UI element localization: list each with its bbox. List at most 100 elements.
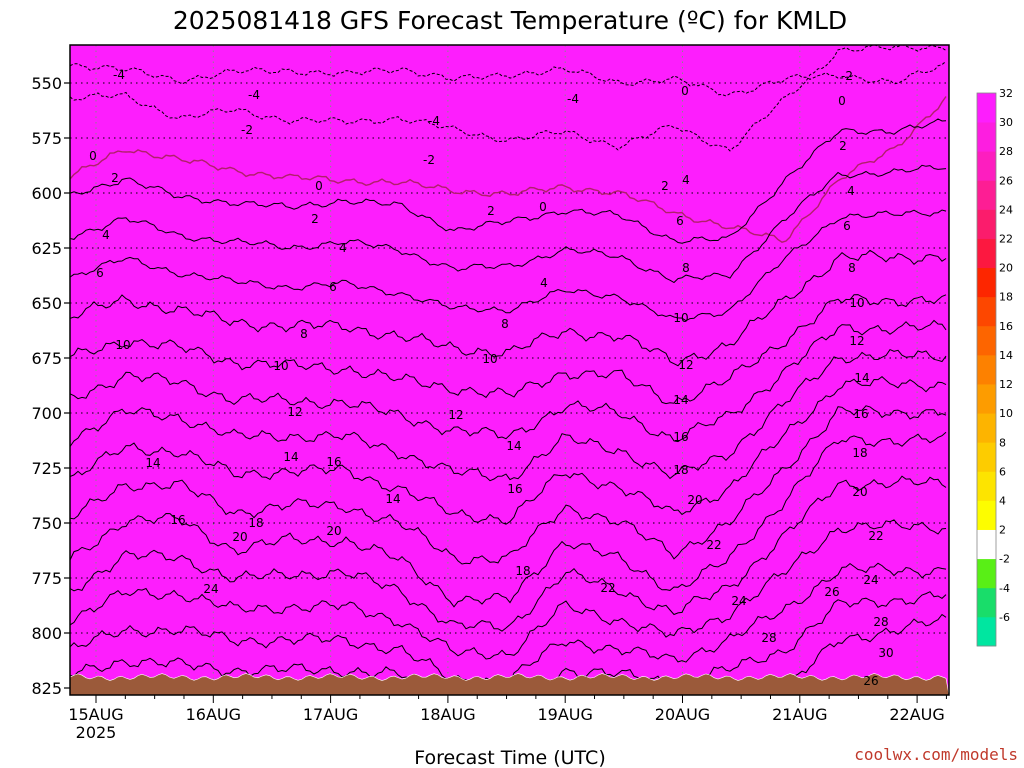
colorbar-swatch xyxy=(977,558,996,589)
x-tick-label: 21AUG xyxy=(772,705,827,724)
contour-label: 10 xyxy=(273,359,288,373)
contour-label: 22 xyxy=(600,581,615,595)
contour-6 xyxy=(70,209,947,322)
y-tick-label: 825 xyxy=(31,679,62,698)
contour-label: 16 xyxy=(673,430,688,444)
contour-label: 26 xyxy=(824,585,839,599)
y-tick-label: 575 xyxy=(31,129,62,148)
colorbar-label: 4 xyxy=(999,494,1006,507)
contour-label: 18 xyxy=(673,463,688,477)
y-tick-label: 650 xyxy=(31,294,62,313)
plot-frame xyxy=(69,44,950,696)
colorbar-label: 26 xyxy=(999,174,1013,187)
colorbar-swatch xyxy=(977,354,996,385)
grid xyxy=(70,45,949,695)
colorbar-frame xyxy=(976,92,997,647)
contour-label: 0 xyxy=(681,84,689,98)
contour-label: 8 xyxy=(501,317,509,331)
colorbar-label: 30 xyxy=(999,116,1013,129)
contour-label: 10 xyxy=(849,296,864,310)
colorbar-label: 16 xyxy=(999,320,1013,333)
contour-label: 18 xyxy=(248,516,263,530)
contour-label: 2 xyxy=(839,139,847,153)
contour-label: 8 xyxy=(848,261,856,275)
contour-label: 20 xyxy=(232,530,247,544)
colorbar-swatch xyxy=(977,296,996,327)
colorbar-label: 2 xyxy=(999,524,1006,537)
contour-label: 12 xyxy=(678,358,693,372)
contour-label: 8 xyxy=(682,261,690,275)
contour-label: 10 xyxy=(673,311,688,325)
contour-label: 6 xyxy=(329,280,337,294)
colorbar-swatch xyxy=(977,384,996,414)
contour-label: 24 xyxy=(731,594,746,608)
contour-label: 4 xyxy=(847,184,855,198)
contour-label: 2 xyxy=(661,179,669,193)
contour-label: 22 xyxy=(868,529,883,543)
contour-label: 10 xyxy=(115,338,130,352)
contour-lines xyxy=(70,45,947,695)
contour--4 xyxy=(70,60,947,97)
colorbar-label: 6 xyxy=(999,465,1006,478)
colorbar-label: -6 xyxy=(999,611,1010,624)
contour-label: 14 xyxy=(673,393,688,407)
chart-title: 2025081418 GFS Forecast Temperature (ºC)… xyxy=(173,6,847,35)
contour-label: -4 xyxy=(428,114,440,128)
ground-layer xyxy=(70,673,949,695)
contour-18 xyxy=(70,405,947,565)
contour-label: 12 xyxy=(448,408,463,422)
colorbar-swatch xyxy=(977,209,996,239)
y-axis: 550 575 600 625 650 675 700 725 750 775 800 825 xyxy=(31,74,70,698)
x-tick-label: 20AUG xyxy=(655,705,710,724)
y-tick-label: 625 xyxy=(31,239,62,258)
colorbar-label: 10 xyxy=(999,407,1013,420)
contour-label: 20 xyxy=(326,524,341,538)
contour-label: 22 xyxy=(706,538,721,552)
contour-label: 14 xyxy=(385,492,400,506)
y-tick-label: 775 xyxy=(31,569,62,588)
contour-label: 2 xyxy=(111,171,119,185)
colorbar-swatch xyxy=(977,529,996,560)
ground-fill xyxy=(70,673,949,695)
contour-label: 30 xyxy=(878,646,893,660)
contour-label: 6 xyxy=(96,266,104,280)
y-tick-label: 700 xyxy=(31,404,62,423)
contour-label: 28 xyxy=(873,615,888,629)
x-tick-label: 18AUG xyxy=(420,705,475,724)
colorbar-swatch xyxy=(977,500,996,530)
contour-label: 26 xyxy=(863,674,878,688)
contour-label: 14 xyxy=(145,456,160,470)
contour-label: -2 xyxy=(841,69,853,83)
colorbar-label: 14 xyxy=(999,349,1013,362)
contour-label: 20 xyxy=(687,493,702,507)
contour-22 xyxy=(70,475,947,632)
contour-label: 14 xyxy=(283,450,298,464)
contour-label: 24 xyxy=(203,582,218,596)
y-tick-label: 675 xyxy=(31,349,62,368)
contour-label: 14 xyxy=(854,371,869,385)
x-tick-label: 17AUG xyxy=(303,705,358,724)
colorbar-label: -4 xyxy=(999,582,1010,595)
contour-label: 20 xyxy=(852,485,867,499)
contour-label: 0 xyxy=(838,94,846,108)
contour-12 xyxy=(70,319,947,443)
y-tick-label: 550 xyxy=(31,74,62,93)
credit-link[interactable]: coolwx.com/models xyxy=(854,745,1018,764)
contour-14 xyxy=(70,348,947,482)
y-tick-label: 800 xyxy=(31,624,62,643)
colorbar-label: 12 xyxy=(999,378,1013,391)
contour-4 xyxy=(70,164,947,284)
contour-label: 12 xyxy=(287,405,302,419)
contour-label: -2 xyxy=(241,123,253,137)
contour-label: -4 xyxy=(567,92,579,106)
contour-label: 28 xyxy=(761,631,776,645)
contour-20 xyxy=(70,431,947,608)
colorbar-label: 28 xyxy=(999,145,1013,158)
contour-label: -4 xyxy=(248,88,260,102)
contour-label: 18 xyxy=(515,564,530,578)
colorbar-label: 24 xyxy=(999,203,1013,216)
contour-label: 4 xyxy=(102,228,110,242)
contour-label: -4 xyxy=(113,68,125,82)
